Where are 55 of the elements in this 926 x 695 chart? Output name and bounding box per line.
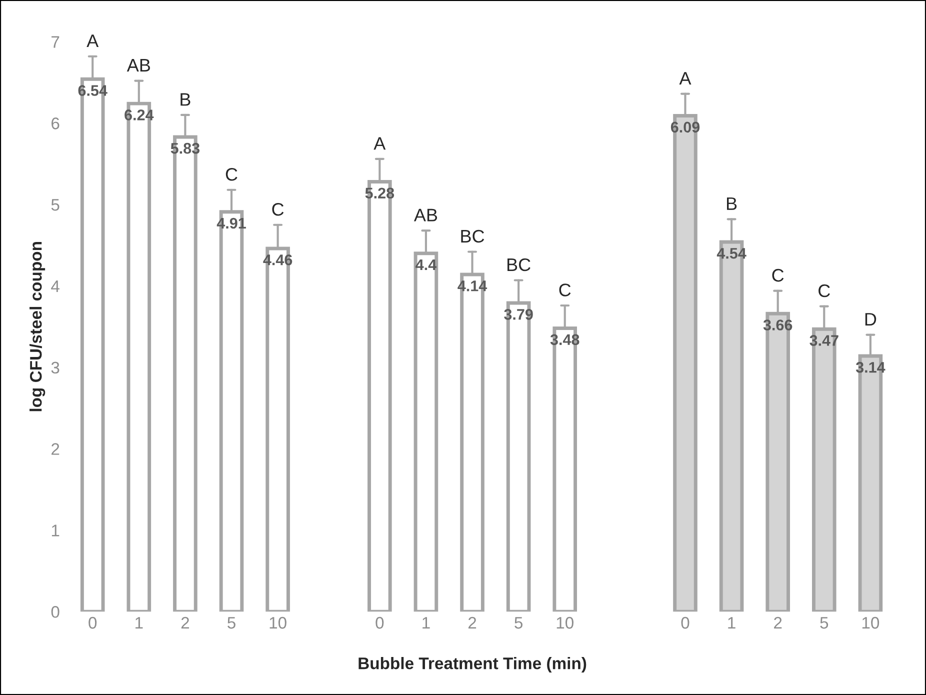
data-label: 3.47 xyxy=(810,335,838,346)
x-tick-label: 1 xyxy=(136,617,143,629)
data-label: 5.83 xyxy=(170,142,200,154)
x-tick-label: 1 xyxy=(422,617,430,629)
annotation: C xyxy=(818,284,830,298)
annotation: AB xyxy=(414,208,438,222)
annotation: B xyxy=(727,197,737,210)
x-tick-label: 10 xyxy=(862,616,880,629)
data-label: 4.4 xyxy=(416,259,436,270)
x-tick-label: 0 xyxy=(376,616,384,629)
y-tick-label: 1 xyxy=(52,524,60,536)
x-tick-label: 5 xyxy=(514,617,522,629)
annotation: D xyxy=(865,313,876,326)
x-tick-label: 10 xyxy=(270,616,286,629)
annotation: B xyxy=(180,93,190,106)
y-tick-label: 2 xyxy=(52,443,60,455)
y-tick-label: 0 xyxy=(51,606,60,618)
x-tick-label: 10 xyxy=(556,616,574,629)
data-label: 5.28 xyxy=(365,188,394,199)
annotation: BC xyxy=(508,258,530,272)
data-label: 6.09 xyxy=(670,122,700,133)
data-label: 3.66 xyxy=(763,320,792,330)
y-tick-label: 6 xyxy=(52,118,60,130)
y-tick-label: 5 xyxy=(51,199,60,211)
data-label: 6.54 xyxy=(78,85,108,96)
data-label: 4.14 xyxy=(458,280,488,292)
annotation: A xyxy=(679,72,692,85)
x-tick-label: 5 xyxy=(228,617,236,629)
x-tick-label: 0 xyxy=(681,616,690,629)
data-label: 3.14 xyxy=(856,362,886,373)
data-label: 4.54 xyxy=(716,248,746,259)
x-tick-label: 2 xyxy=(468,616,476,629)
data-label: 4.91 xyxy=(216,218,246,229)
y-tick-label: 3 xyxy=(51,362,60,374)
x-axis-title: Bubble Treatment Time (min) xyxy=(358,657,586,673)
data-label: 4.46 xyxy=(263,254,292,266)
annotation: C xyxy=(772,268,784,282)
annotation: C xyxy=(226,168,238,181)
y-tick-label: 7 xyxy=(52,36,60,48)
x-tick-label: 0 xyxy=(88,616,97,629)
x-tick-label: 2 xyxy=(181,616,189,629)
annotation: BC xyxy=(461,230,484,243)
y-axis-title: log CFU/steel coupon xyxy=(30,242,46,412)
annotation: A xyxy=(86,34,99,48)
annotation: AB xyxy=(126,59,150,72)
y-tick-label: 4 xyxy=(51,280,60,292)
data-label: 3.48 xyxy=(550,334,580,346)
annotation: A xyxy=(374,137,386,150)
x-tick-label: 2 xyxy=(774,616,782,629)
x-tick-label: 1 xyxy=(728,617,736,629)
x-tick-label: 5 xyxy=(820,617,828,629)
annotation: C xyxy=(559,284,571,296)
data-label: 3.79 xyxy=(504,309,533,320)
data-label: 6.24 xyxy=(124,110,154,120)
annotation: C xyxy=(272,202,284,216)
